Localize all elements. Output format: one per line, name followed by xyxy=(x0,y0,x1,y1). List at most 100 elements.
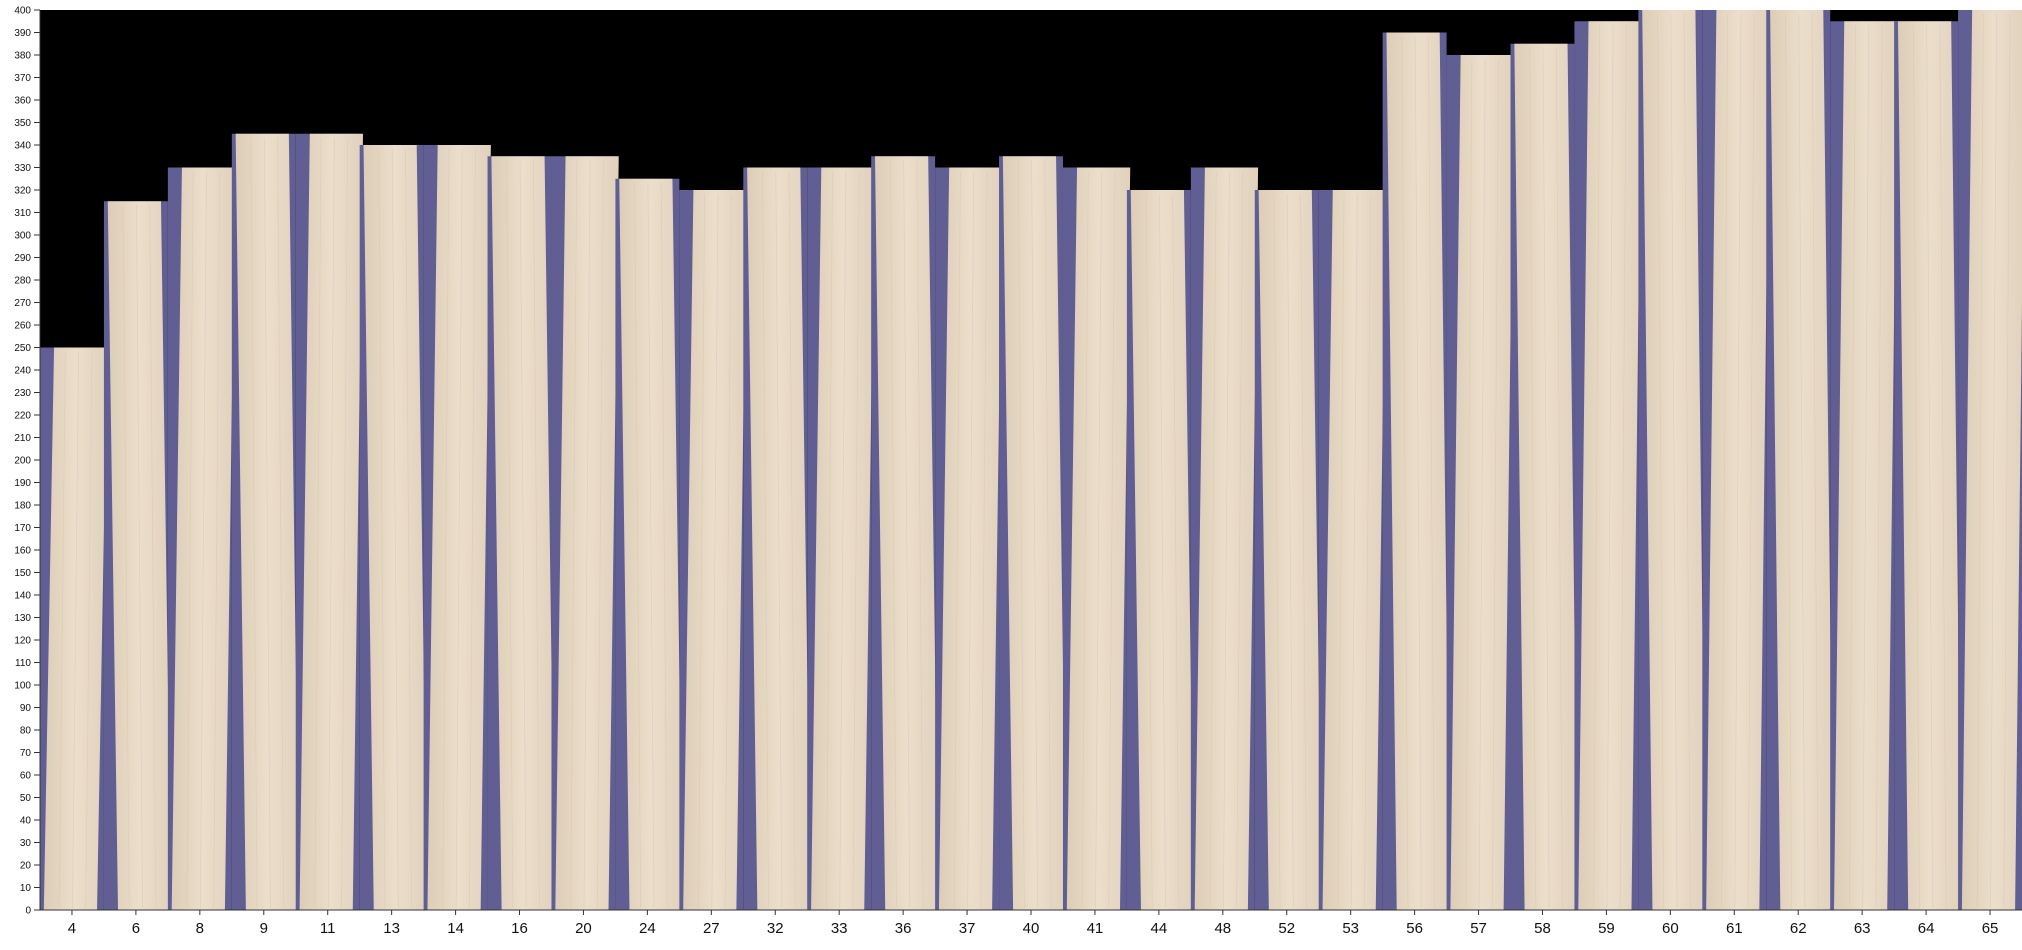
bar xyxy=(1386,32,1450,910)
x-tick-label: 16 xyxy=(511,920,528,937)
y-tick-label: 160 xyxy=(14,546,31,557)
bar-group xyxy=(1766,10,1834,910)
y-tick-label: 190 xyxy=(14,478,31,489)
bar xyxy=(1130,190,1195,910)
y-tick-label: 260 xyxy=(14,321,31,332)
y-tick-label: 150 xyxy=(14,568,31,579)
y-tick-label: 120 xyxy=(14,636,31,647)
bar-grain xyxy=(1172,193,1180,909)
bar xyxy=(1002,156,1067,910)
bar-group xyxy=(1190,167,1259,910)
x-axis: 4 6 8 9 11 13 14 16 20 24 27 32 33 36 37 40 41 44 48 52 53 56… xyxy=(40,909,2022,937)
bar-grain xyxy=(953,171,961,909)
bar-grain xyxy=(1209,171,1217,909)
y-tick-label: 170 xyxy=(14,523,31,534)
bar-group xyxy=(1830,21,1898,910)
y-tick-label: 70 xyxy=(20,748,32,759)
bar-grain xyxy=(1222,171,1230,909)
bar-grain xyxy=(1300,193,1308,909)
bar-group xyxy=(103,201,172,910)
bar-grain xyxy=(1785,13,1792,909)
bar xyxy=(1514,43,1578,910)
bar xyxy=(427,145,491,910)
y-tick-label: 400 xyxy=(14,6,31,17)
y-tick-label: 320 xyxy=(14,186,31,197)
bar xyxy=(1194,167,1259,910)
y-tick-label: 230 xyxy=(14,388,31,399)
bar-grain xyxy=(1031,160,1038,909)
x-tick-label: 4 xyxy=(68,920,76,937)
bar-grain xyxy=(1081,171,1089,909)
bar-grain xyxy=(1465,58,1473,909)
y-tick-label: 270 xyxy=(14,298,31,309)
x-tick-label: 61 xyxy=(1726,920,1743,937)
bar-grain xyxy=(711,193,719,909)
x-tick-label: 11 xyxy=(320,920,336,937)
bar-grain xyxy=(916,160,924,909)
bar-grain xyxy=(1159,193,1166,909)
bar-grain xyxy=(839,171,847,909)
bar-grain xyxy=(1747,13,1755,909)
bar xyxy=(683,190,747,910)
bar-grain xyxy=(1619,25,1627,909)
bar xyxy=(555,156,619,910)
y-tick-label: 0 xyxy=(25,906,31,917)
x-tick-label: 40 xyxy=(1023,920,1040,937)
bar xyxy=(363,145,427,910)
x-tick-label: 32 xyxy=(767,920,784,937)
bar-grain xyxy=(1849,25,1856,909)
y-tick-label: 180 xyxy=(14,501,31,512)
y-tick-label: 290 xyxy=(14,253,31,264)
y-tick-label: 90 xyxy=(20,703,32,714)
bar-grain xyxy=(1862,25,1870,909)
bar-grain xyxy=(1350,193,1358,909)
bars-group xyxy=(40,10,2022,910)
bar-group xyxy=(359,145,427,910)
y-tick-label: 60 xyxy=(20,771,32,782)
bar-grain xyxy=(1337,193,1345,909)
bar-group xyxy=(1062,167,1131,910)
bar-grain xyxy=(213,171,221,909)
y-tick-label: 140 xyxy=(14,591,31,602)
bar-group xyxy=(1382,32,1450,910)
bar-grain xyxy=(762,171,769,909)
bar xyxy=(1961,10,2022,910)
bar-grain xyxy=(1593,25,1601,909)
bar-group xyxy=(1510,43,1578,910)
bar-grain xyxy=(889,160,897,909)
bar-grain xyxy=(327,137,335,909)
y-tick-label: 310 xyxy=(14,208,31,219)
bar-grain xyxy=(442,148,450,909)
bar-grain xyxy=(122,205,130,909)
bar-grain xyxy=(1414,36,1422,909)
bar-group xyxy=(551,156,619,910)
y-axis: 0 10 20 30 40 50 60 70 80 90 100 110 120 130 140 150 160… xyxy=(14,6,41,917)
bar xyxy=(1450,55,1514,910)
bar-grain xyxy=(1670,13,1678,909)
bar-group xyxy=(1702,10,1770,910)
bar-grain xyxy=(405,148,412,909)
y-tick-label: 200 xyxy=(14,456,31,467)
y-tick-label: 100 xyxy=(14,681,31,692)
x-tick-label: 59 xyxy=(1598,920,1615,937)
x-tick-label: 8 xyxy=(196,920,204,937)
x-tick-label: 44 xyxy=(1151,920,1168,937)
bar-grain xyxy=(1273,193,1281,909)
bar-grain xyxy=(660,182,668,909)
bar-grain xyxy=(341,137,349,909)
bar-grain xyxy=(1478,58,1486,909)
y-tick-label: 130 xyxy=(14,613,31,624)
y-tick-label: 250 xyxy=(14,343,31,354)
bar-grain xyxy=(186,171,194,909)
bar-grain xyxy=(583,160,591,909)
y-tick-label: 220 xyxy=(14,411,31,422)
bar xyxy=(235,133,300,910)
bar-grain xyxy=(570,160,578,909)
bar-group xyxy=(1126,190,1195,910)
bar-grain xyxy=(1976,13,1984,909)
bar-grain xyxy=(698,193,706,909)
bar-grain xyxy=(136,205,143,909)
bar-grain xyxy=(775,171,783,909)
bar-group xyxy=(1318,190,1386,910)
bar-grain xyxy=(455,148,463,909)
